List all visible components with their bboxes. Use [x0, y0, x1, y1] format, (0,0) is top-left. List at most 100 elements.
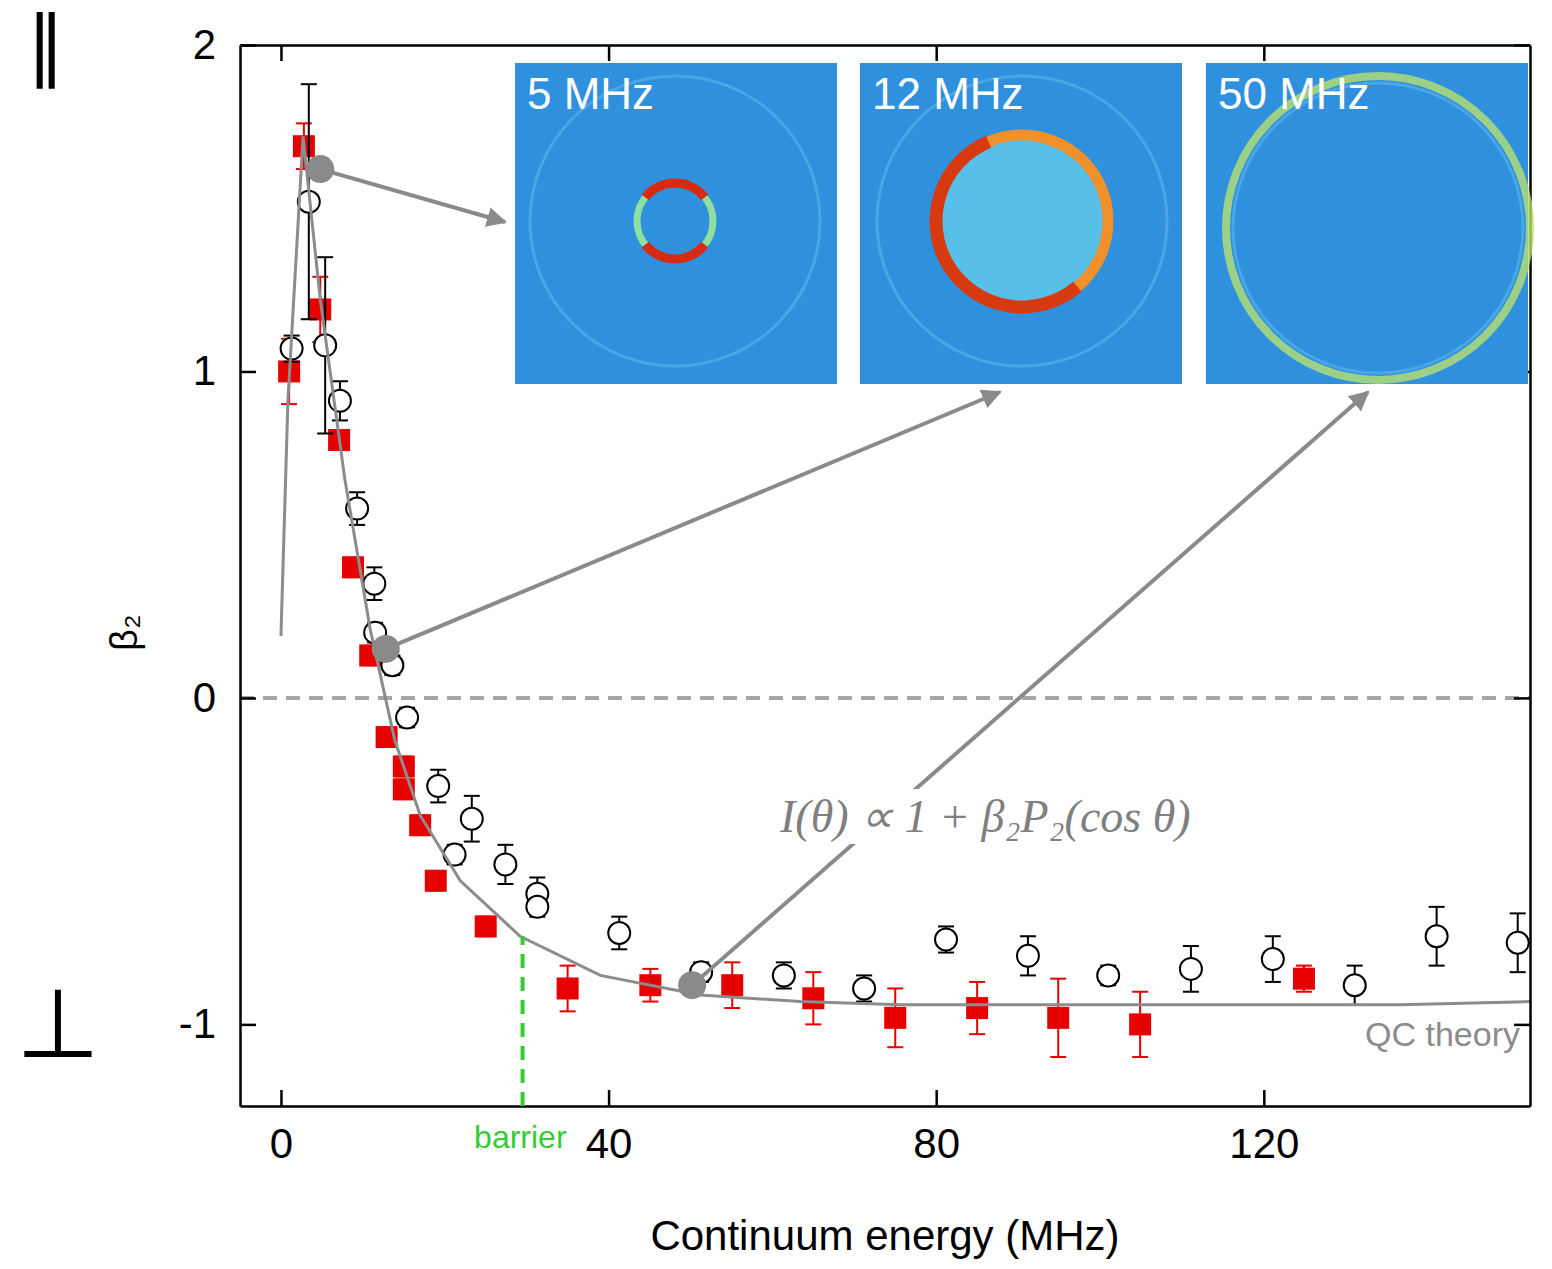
circle-marker	[363, 573, 385, 595]
tick-label: 0	[270, 1120, 293, 1167]
error-bar-cap	[366, 599, 382, 601]
error-bar-cap	[430, 769, 446, 771]
error-bar-cap	[611, 948, 627, 950]
tick: 40	[586, 1090, 633, 1167]
x-axis: 0 40 80 120	[241, 1090, 1531, 1167]
inset-label: 12 MHz	[872, 69, 1024, 118]
error-bar-cap	[1020, 974, 1036, 976]
error-bar-cap	[887, 1046, 903, 1048]
error-bar-cap	[1183, 991, 1199, 993]
square-marker	[884, 1007, 906, 1029]
inset-arrow	[692, 392, 1368, 985]
error-bar-cap	[1183, 945, 1199, 947]
tick-label: -1	[179, 1000, 216, 1047]
tick: 0	[193, 674, 256, 721]
inset-ring-accent	[642, 242, 709, 264]
circle-marker	[1097, 964, 1119, 986]
error-bar-cap	[1296, 991, 1312, 993]
axis-symbol: ∥	[27, 0, 66, 90]
tick-label: 120	[1229, 1120, 1299, 1167]
error-bar-cap	[611, 916, 627, 918]
tick: 0	[270, 1090, 293, 1167]
circle-marker	[1262, 948, 1284, 970]
error-bar-cap	[497, 844, 513, 846]
plot: -101204080120barrier5 MHz12 MHz50 MHzI(θ…	[179, 21, 1531, 1167]
error-bar-cap	[317, 256, 333, 258]
error-bar-cap	[349, 491, 365, 493]
error-bar-cap	[642, 968, 658, 970]
error-bar-cap	[1050, 978, 1066, 980]
circle-marker	[461, 808, 483, 830]
inset-ring-accent	[929, 136, 1081, 314]
tick	[1514, 698, 1530, 699]
error-bar-cap	[805, 1023, 821, 1025]
square-marker	[475, 915, 497, 937]
inset-label: 50 MHz	[1218, 69, 1370, 118]
error-bar-cap	[1132, 991, 1148, 993]
tick-mark	[240, 371, 256, 374]
inset-image: 50 MHz	[1206, 63, 1530, 384]
inset-point	[372, 635, 400, 663]
square-marker	[1293, 968, 1315, 990]
circle-marker	[773, 964, 795, 986]
tick: 120	[1229, 1090, 1299, 1167]
error-bar-cap	[464, 841, 480, 843]
error-bar-cap	[776, 987, 792, 989]
axis-line	[241, 1105, 1531, 1108]
series-label: QC theory	[1365, 1015, 1520, 1053]
inset-ring-accent	[642, 179, 709, 201]
error-bar-cap	[301, 318, 317, 320]
error-bar-cap	[560, 965, 576, 967]
tick	[609, 45, 610, 61]
error-bar-cap	[1296, 965, 1312, 967]
error-bar-cap	[529, 876, 545, 878]
error-bar-cap	[724, 1007, 740, 1009]
error-bar-cap	[1429, 906, 1445, 908]
circle-marker	[1426, 925, 1448, 947]
error-bar-cap	[1510, 912, 1526, 914]
error-bar-cap	[1265, 981, 1281, 983]
inset-background	[860, 63, 1182, 384]
error-bar-cap	[776, 961, 792, 963]
square-marker	[802, 987, 824, 1009]
error-bar-cap	[1050, 1056, 1066, 1058]
circle-marker	[935, 929, 957, 951]
circle-marker	[396, 707, 418, 729]
error-bar-cap	[497, 883, 513, 885]
chart: -101204080120barrier5 MHz12 MHz50 MHzI(θ…	[0, 0, 1552, 1269]
tick: 80	[913, 1090, 960, 1167]
axis-line	[239, 46, 242, 1107]
tick-mark	[280, 1090, 283, 1106]
circle-marker	[608, 922, 630, 944]
square-marker	[1047, 1007, 1069, 1029]
tick-mark	[608, 45, 611, 61]
error-bar-cap	[887, 987, 903, 989]
error-bar-cap	[805, 971, 821, 973]
barrier-line	[521, 936, 525, 1106]
inset-background	[515, 63, 837, 384]
tick-mark	[608, 1090, 611, 1106]
error-bar-cap	[560, 1010, 576, 1012]
circle-marker	[1344, 974, 1366, 996]
error-bar-cap	[301, 83, 317, 85]
error-bar-cap	[1429, 965, 1445, 967]
circle-marker	[494, 853, 516, 875]
circle-marker	[853, 977, 875, 999]
error-bar-cap	[724, 961, 740, 963]
inset-arrow	[386, 392, 1000, 649]
square-marker	[966, 997, 988, 1019]
error-bar-cap	[317, 432, 333, 434]
error-bar-cap	[969, 1033, 985, 1035]
formula: I(θ) ∝ 1 + β₂P₂(cos θ)	[779, 791, 1191, 842]
circle-marker	[427, 775, 449, 797]
error-bar-cap	[332, 419, 348, 421]
circle-marker	[1507, 932, 1529, 954]
square-marker	[425, 870, 447, 892]
error-bar-cap	[969, 981, 985, 983]
circle-marker	[1180, 958, 1202, 980]
tick-label: 1	[193, 347, 216, 394]
tick: -1	[179, 1000, 256, 1047]
error-bar-cap	[938, 952, 954, 954]
inset-faint-ring	[877, 76, 1167, 366]
tick-label: 40	[586, 1120, 633, 1167]
